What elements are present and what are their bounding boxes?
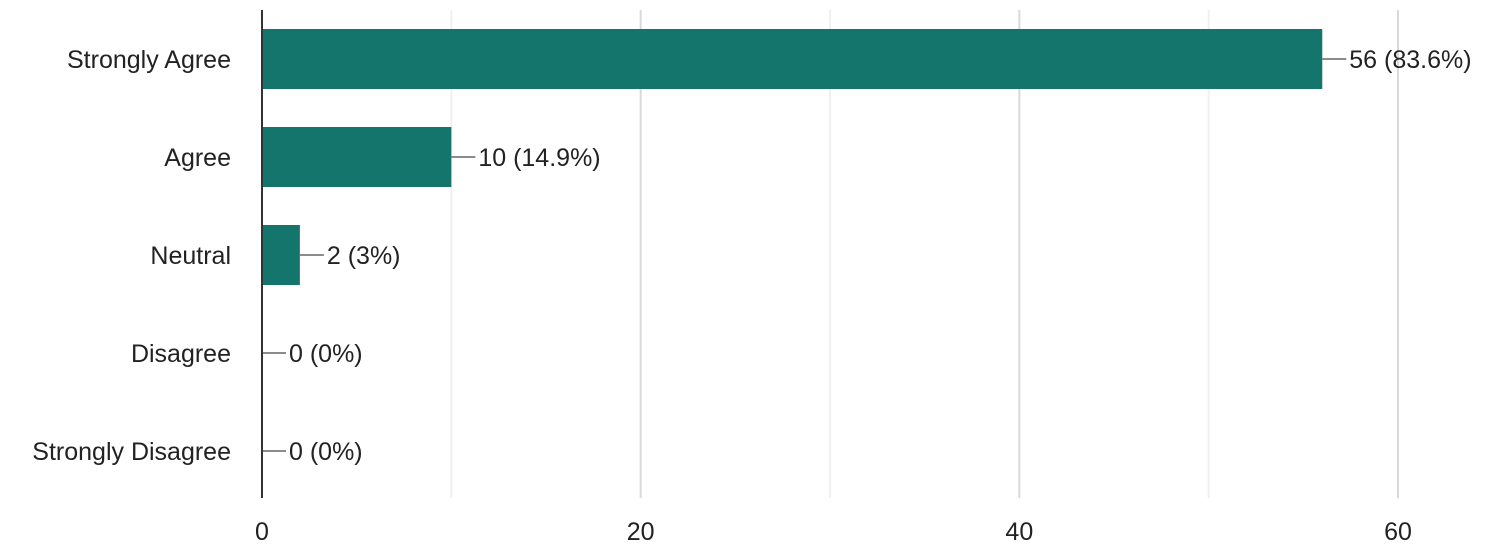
category-label: Agree — [164, 144, 231, 172]
value-label: 56 (83.6%) — [1349, 46, 1471, 74]
x-tick-label: 60 — [1384, 518, 1412, 546]
value-label: 0 (0%) — [289, 340, 363, 368]
category-label: Disagree — [131, 340, 231, 368]
x-tick-label: 20 — [627, 518, 655, 546]
label-layer: 0 20 40 60 56 (83.6%) Strongly Agree 10 (14.9%… — [32, 46, 1471, 546]
bar-layer — [262, 29, 1347, 452]
x-tick-label: 0 — [255, 518, 269, 546]
x-tick-label: 40 — [1005, 518, 1033, 546]
category-label: Strongly Disagree — [32, 438, 231, 466]
value-label: 0 (0%) — [289, 438, 363, 466]
category-label: Strongly Agree — [67, 46, 231, 74]
category-label: Neutral — [150, 242, 231, 270]
bar — [262, 29, 1323, 89]
value-label: 10 (14.9%) — [478, 144, 600, 172]
bar — [262, 127, 452, 187]
grid-layer — [450, 10, 1399, 498]
bar — [262, 225, 300, 285]
value-label: 2 (3%) — [327, 242, 401, 270]
